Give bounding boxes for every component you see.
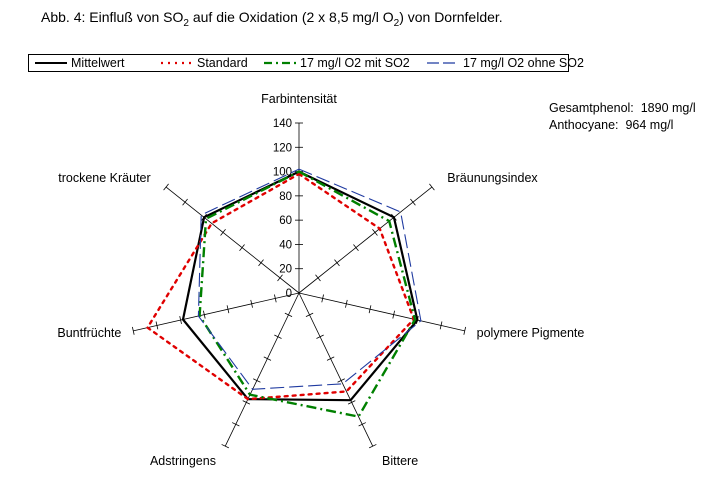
- axis-label-4: Adstringens: [150, 454, 216, 468]
- axis-label-5: Buntfrüchte: [57, 326, 121, 340]
- axis-tick-1-3: [353, 244, 359, 251]
- axis-label-6: trockene Kräuter: [58, 171, 150, 185]
- axis-tick-6-6: [182, 198, 188, 206]
- axis-tick-3-7: [368, 444, 377, 449]
- axis-tick-2-2: [345, 299, 348, 308]
- axis-tick-3-1: [305, 312, 314, 317]
- legend: Mittelwert Standard 17 mg/l O2 mit SO2 1…: [28, 54, 584, 72]
- axis-tick-1-4: [372, 229, 378, 236]
- axis-tick-3-6: [358, 422, 367, 427]
- axis-spoke-1: [298, 186, 433, 294]
- legend-item-mit-so2: 17 mg/l O2 mit SO2: [264, 55, 410, 71]
- axis-tick-3-2: [316, 334, 324, 339]
- axis-tick-6-1: [277, 274, 283, 282]
- info-anthocyane: Anthocyane: 964 mg/l: [549, 118, 674, 132]
- axis-tick-2-4: [392, 310, 395, 319]
- axis-tick-5-1: [274, 294, 277, 303]
- legend-label-mittelwert: Mittelwert: [71, 56, 125, 70]
- legend-label-standard: Standard: [197, 56, 248, 70]
- chart-title: Abb. 4: Einfluß von SO2 auf die Oxidatio…: [41, 9, 503, 29]
- axis-tick-4-5: [242, 400, 251, 405]
- legend-item-standard: Standard: [161, 55, 248, 71]
- series-line-3: [197, 168, 422, 390]
- axis-tick-4-7: [221, 444, 230, 449]
- axis-tick-5-2: [250, 299, 253, 308]
- axis-spoke-3: [298, 292, 374, 447]
- legend-swatch-ohne-so2: [427, 62, 459, 64]
- tick-label-60: 60: [279, 215, 292, 227]
- tick-label-140: 140: [273, 118, 292, 130]
- legend-item-ohne-so2: 17 mg/l O2 ohne SO2: [427, 55, 584, 71]
- axis-tick-5-3: [226, 305, 230, 314]
- axis-tick-4-3: [263, 356, 272, 361]
- info-gesamtphenol: Gesamtphenol: 1890 mg/l: [549, 101, 696, 115]
- axis-label-1: Bräunungsindex: [447, 171, 538, 185]
- axis-tick-4-2: [274, 334, 282, 339]
- legend-swatch-mittelwert: [35, 62, 67, 64]
- axis-tick-6-4: [220, 229, 226, 236]
- axis-tick-5-6: [155, 321, 159, 330]
- tick-label-40: 40: [279, 239, 292, 251]
- axis-tick-4-6: [231, 422, 240, 427]
- tick-label-80: 80: [279, 191, 292, 203]
- axis-tick-2-7: [463, 326, 467, 335]
- axis-label-3: Bittere: [382, 454, 418, 468]
- legend-swatch-standard: [161, 61, 193, 65]
- axis-tick-3-5: [347, 400, 356, 405]
- axis-tick-2-6: [439, 321, 443, 330]
- axis-tick-1-1: [315, 274, 321, 282]
- axis-tick-1-2: [334, 259, 340, 267]
- series-line-2: [198, 170, 417, 418]
- axis-tick-2-3: [368, 305, 372, 314]
- tick-label-120: 120: [273, 142, 292, 154]
- axis-tick-2-1: [321, 294, 324, 303]
- axis-tick-5-4: [203, 310, 206, 319]
- legend-label-mit-so2: 17 mg/l O2 mit SO2: [300, 56, 410, 70]
- legend-item-mittelwert: Mittelwert: [35, 55, 124, 71]
- axis-tick-5-7: [131, 326, 135, 335]
- axis-spoke-6: [165, 186, 300, 294]
- axis-label-2: polymere Pigmente: [477, 326, 585, 340]
- series-line-0: [181, 170, 419, 402]
- tick-label-100: 100: [273, 167, 292, 179]
- axis-tick-3-4: [337, 378, 345, 383]
- axis-tick-1-7: [429, 183, 435, 191]
- axis-tick-4-1: [284, 312, 293, 317]
- tick-label-20: 20: [279, 264, 292, 276]
- axis-tick-6-7: [163, 183, 169, 191]
- legend-swatch-mit-so2: [264, 61, 296, 65]
- axis-spoke-5: [133, 292, 300, 332]
- legend-label-ohne-so2: 17 mg/l O2 ohne SO2: [463, 56, 584, 70]
- axis-spoke-4: [224, 292, 300, 447]
- axis-tick-6-3: [239, 244, 245, 251]
- info-box: Gesamtphenol: 1890 mg/l Anthocyane: 964 …: [549, 100, 696, 134]
- axis-spoke-2: [298, 292, 465, 332]
- axis-tick-5-5: [179, 316, 182, 325]
- axis-tick-6-2: [258, 259, 264, 267]
- axis-tick-3-3: [326, 356, 335, 361]
- axis-tick-1-6: [410, 198, 416, 206]
- tick-label-0: 0: [286, 288, 292, 300]
- axis-tick-4-4: [253, 378, 261, 383]
- axis-label-0: Farbintensität: [261, 92, 337, 106]
